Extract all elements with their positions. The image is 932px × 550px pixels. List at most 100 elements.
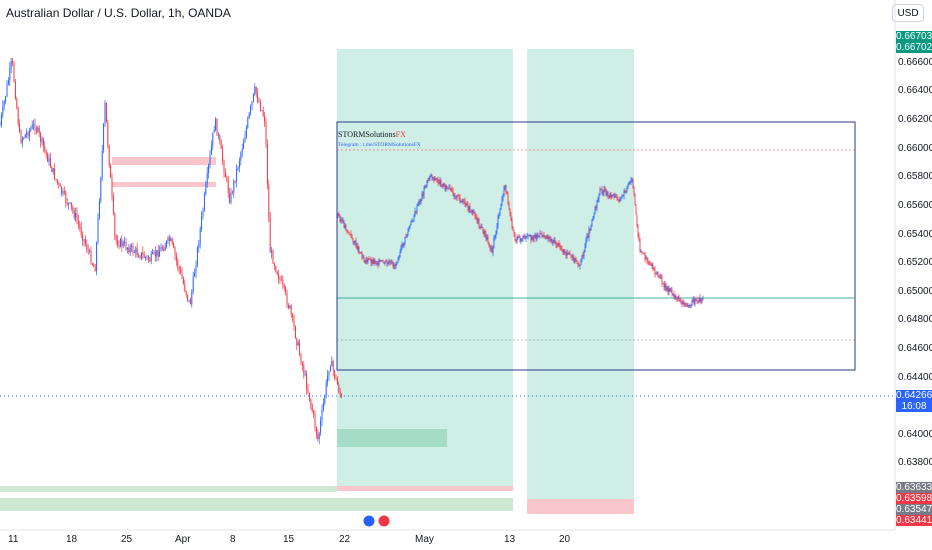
candle-body <box>311 404 313 412</box>
candle-body <box>449 187 451 190</box>
candle-body <box>561 248 563 250</box>
candle-body <box>94 266 96 272</box>
candle-body <box>619 198 621 203</box>
candle-body <box>283 284 285 288</box>
candle-body <box>58 183 60 185</box>
candle-body <box>547 236 549 239</box>
candle-body <box>428 178 430 181</box>
inset-telegram: Telegram : t.me/STORMSolutionsFX <box>338 142 421 148</box>
candle-body <box>241 148 243 154</box>
candle-body <box>166 240 168 247</box>
candle-body <box>589 228 591 231</box>
candle-body <box>607 191 609 196</box>
candle-body <box>322 403 324 410</box>
candle-body <box>347 231 349 233</box>
candle-body <box>353 242 355 243</box>
candle-body <box>403 242 405 246</box>
candle-body <box>629 181 631 183</box>
candle-body <box>310 399 312 405</box>
candle-body <box>698 297 700 303</box>
candle-body <box>45 150 47 154</box>
candle-body <box>609 193 611 198</box>
candle-body <box>175 255 177 261</box>
candle-body <box>397 259 399 263</box>
candle-body <box>471 209 473 213</box>
candle-body <box>429 176 431 179</box>
candle-body <box>620 197 622 199</box>
candle-body <box>122 242 124 247</box>
candle-body <box>536 234 538 240</box>
candle-body <box>374 260 376 264</box>
candle-body <box>238 160 240 168</box>
candle-body <box>684 303 686 305</box>
candle-body <box>104 102 106 124</box>
candle-body <box>75 212 77 218</box>
candle-body <box>285 287 287 293</box>
candle-body <box>121 238 123 247</box>
candle-body <box>368 258 370 260</box>
price-tag: 0.63633 <box>896 482 932 493</box>
candle-body <box>559 245 561 249</box>
candle-body <box>275 266 277 272</box>
candle-body <box>390 261 392 263</box>
candle-body <box>66 202 68 205</box>
candle-body <box>477 219 479 222</box>
candle-body <box>509 208 511 215</box>
candle-body <box>48 157 50 162</box>
candle-body <box>644 254 646 260</box>
candle-body <box>675 295 677 298</box>
candle-body <box>237 167 239 170</box>
candle-body <box>643 252 645 255</box>
candle-body <box>521 238 523 240</box>
candle-body <box>579 265 581 267</box>
candle-body <box>564 249 566 254</box>
candle-body <box>581 255 583 260</box>
candle-body <box>386 262 388 264</box>
price-label: 0.65000 <box>898 286 932 297</box>
candle-body <box>537 234 539 237</box>
highlight-zone-2 <box>527 49 634 499</box>
event-flag-us-icon[interactable] <box>377 514 391 528</box>
candle-body <box>568 252 570 254</box>
candle-body <box>129 247 131 253</box>
candle-body <box>157 249 159 257</box>
candle-body <box>112 195 114 214</box>
candle-body <box>508 204 510 209</box>
price-label: 0.65200 <box>898 257 932 268</box>
supply-zone-1 <box>112 157 216 165</box>
candle-body <box>459 197 461 203</box>
candle-body <box>522 236 524 239</box>
candle-body <box>634 194 636 206</box>
candle-body <box>681 302 683 304</box>
candle-body <box>59 184 61 187</box>
candle-body <box>517 236 519 238</box>
candle-body <box>308 392 310 400</box>
candle-body <box>560 248 562 249</box>
time-label: 13 <box>504 534 516 545</box>
time-label: 18 <box>66 534 78 545</box>
candle-body <box>489 245 491 249</box>
candle-body <box>223 161 225 173</box>
candle-body <box>456 194 458 199</box>
candle-body <box>131 245 133 248</box>
candle-body <box>69 202 71 204</box>
event-flag-au-icon[interactable] <box>362 514 376 528</box>
candle-body <box>661 277 663 284</box>
candle-body <box>149 259 151 262</box>
candle-body <box>585 239 587 246</box>
candle-body <box>655 274 657 275</box>
candle-body <box>616 196 618 198</box>
candle-body <box>491 248 493 253</box>
candle-body <box>439 180 441 184</box>
candle-body <box>115 235 117 241</box>
currency-button[interactable]: USD <box>892 4 924 22</box>
inset-chart-frame <box>336 121 856 371</box>
candle-body <box>383 262 385 264</box>
candle-body <box>385 260 387 263</box>
candle-body <box>682 301 684 304</box>
candle-body <box>534 234 536 238</box>
candle-body <box>631 179 633 181</box>
candle-body <box>411 221 413 223</box>
candle-body <box>118 245 120 247</box>
